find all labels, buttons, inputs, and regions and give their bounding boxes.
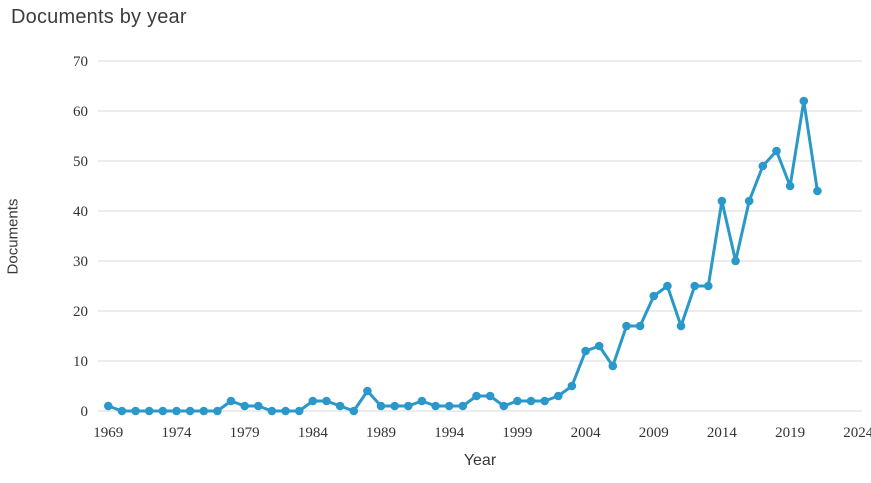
data-point-1980[interactable] bbox=[253, 401, 263, 411]
x-tick-label-2004: 2004 bbox=[571, 425, 602, 441]
data-point-2011[interactable] bbox=[676, 321, 686, 331]
y-tick-label-0: 0 bbox=[81, 404, 89, 420]
x-tick-label-1989: 1989 bbox=[366, 425, 396, 441]
data-point-2007[interactable] bbox=[622, 321, 631, 331]
y-tick-label-60: 60 bbox=[73, 104, 88, 120]
data-point-2021[interactable] bbox=[813, 186, 822, 196]
y-tick-label-40: 40 bbox=[73, 204, 88, 220]
data-point-2004[interactable] bbox=[581, 346, 590, 356]
data-point-2020[interactable] bbox=[799, 96, 809, 106]
y-tick-label-10: 10 bbox=[73, 354, 88, 370]
data-point-2017[interactable] bbox=[758, 161, 768, 171]
x-tick-label-2014: 2014 bbox=[707, 425, 738, 441]
data-point-1978[interactable] bbox=[226, 396, 236, 406]
data-point-2018[interactable] bbox=[772, 146, 781, 156]
data-point-2015[interactable] bbox=[731, 256, 740, 266]
data-point-1993[interactable] bbox=[431, 401, 440, 411]
data-point-2002[interactable] bbox=[554, 391, 563, 401]
data-point-1971[interactable] bbox=[131, 406, 140, 416]
data-point-1970[interactable] bbox=[117, 406, 127, 416]
data-point-1989[interactable] bbox=[376, 401, 386, 411]
data-point-1981[interactable] bbox=[267, 406, 277, 416]
data-point-2003[interactable] bbox=[567, 381, 577, 391]
data-point-1977[interactable] bbox=[213, 406, 222, 416]
x-axis-title: Year bbox=[463, 452, 497, 469]
data-point-2016[interactable] bbox=[744, 196, 754, 206]
data-point-2019[interactable] bbox=[785, 181, 795, 191]
chart-title: Documents by year bbox=[11, 6, 187, 28]
data-point-1982[interactable] bbox=[281, 406, 290, 416]
data-point-1998[interactable] bbox=[499, 401, 509, 411]
data-point-1996[interactable] bbox=[472, 391, 481, 401]
data-point-2010[interactable] bbox=[663, 281, 672, 291]
x-tick-label-1984: 1984 bbox=[298, 425, 329, 441]
data-point-1985[interactable] bbox=[322, 396, 331, 406]
data-point-1991[interactable] bbox=[404, 401, 413, 411]
data-point-1992[interactable] bbox=[417, 396, 427, 406]
x-tick-label-2019: 2019 bbox=[775, 425, 805, 441]
y-tick-label-70: 70 bbox=[73, 54, 88, 70]
data-point-1995[interactable] bbox=[458, 401, 468, 411]
y-tick-label-20: 20 bbox=[73, 304, 88, 320]
data-point-1988[interactable] bbox=[363, 386, 372, 396]
y-tick-label-30: 30 bbox=[73, 254, 88, 270]
x-tick-label-1969: 1969 bbox=[93, 425, 123, 441]
series-line bbox=[106, 99, 819, 413]
data-point-1986[interactable] bbox=[335, 401, 345, 411]
y-axis-title: Documents bbox=[4, 198, 22, 275]
data-point-2005[interactable] bbox=[594, 341, 604, 351]
x-tick-label-1979: 1979 bbox=[230, 425, 260, 441]
data-point-1994[interactable] bbox=[444, 401, 454, 411]
x-tick-label-2009: 2009 bbox=[639, 425, 669, 441]
data-point-1997[interactable] bbox=[485, 391, 495, 401]
x-tick-label-1999: 1999 bbox=[502, 425, 532, 441]
data-point-2000[interactable] bbox=[526, 396, 536, 406]
data-point-2013[interactable] bbox=[704, 281, 713, 291]
data-point-1969[interactable] bbox=[104, 401, 113, 411]
data-point-1984[interactable] bbox=[308, 396, 318, 406]
data-point-1974[interactable] bbox=[172, 406, 181, 416]
y-tick-label-50: 50 bbox=[73, 154, 88, 170]
data-point-1999[interactable] bbox=[513, 396, 522, 406]
data-point-2012[interactable] bbox=[690, 281, 699, 291]
data-point-2009[interactable] bbox=[649, 291, 659, 301]
data-point-2006[interactable] bbox=[608, 361, 618, 371]
data-point-1987[interactable] bbox=[349, 406, 359, 416]
x-tick-label-2024: 2024 bbox=[843, 425, 871, 441]
data-point-1976[interactable] bbox=[199, 406, 209, 416]
data-point-1972[interactable] bbox=[144, 406, 154, 416]
x-tick-label-1994: 1994 bbox=[434, 425, 465, 441]
x-tick-label-1974: 1974 bbox=[161, 425, 192, 441]
data-point-1990[interactable] bbox=[390, 401, 400, 411]
data-point-2008[interactable] bbox=[635, 321, 645, 331]
data-point-1979[interactable] bbox=[240, 401, 249, 411]
data-point-2001[interactable] bbox=[540, 396, 549, 406]
data-point-1983[interactable] bbox=[294, 406, 304, 416]
data-point-2014[interactable] bbox=[717, 196, 727, 206]
data-point-1973[interactable] bbox=[158, 406, 168, 416]
data-point-1975[interactable] bbox=[185, 406, 195, 416]
